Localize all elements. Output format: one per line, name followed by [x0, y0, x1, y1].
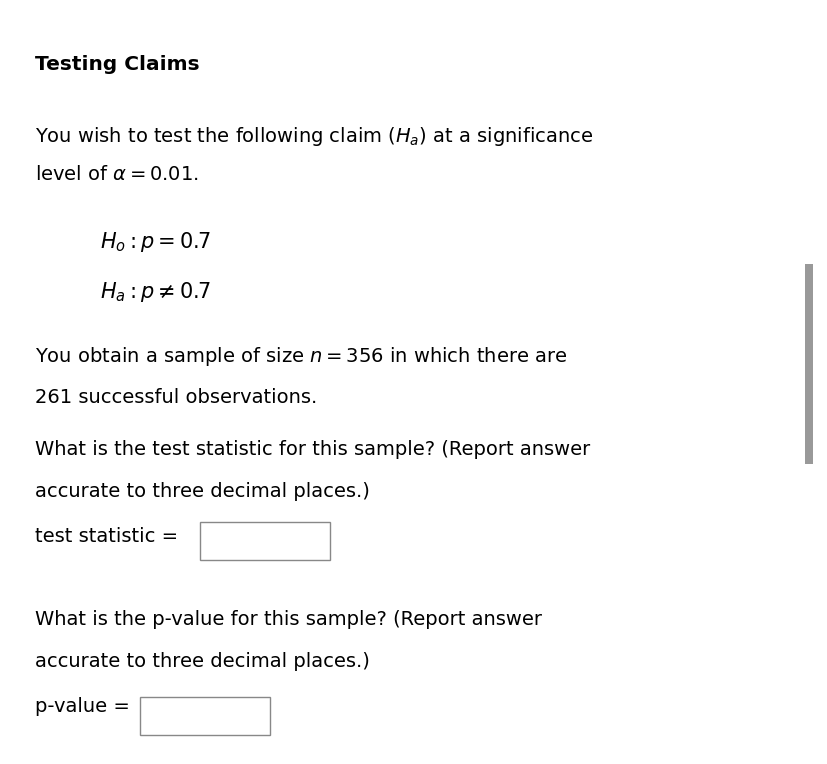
Text: $H_o : p = 0.7$: $H_o : p = 0.7$ [100, 230, 211, 254]
Text: accurate to three decimal places.): accurate to three decimal places.) [35, 482, 370, 501]
Text: Testing Claims: Testing Claims [35, 55, 199, 74]
Text: You wish to test the following claim $(H_a)$ at a significance: You wish to test the following claim $(H… [35, 125, 593, 148]
Text: level of $\alpha = 0.01$.: level of $\alpha = 0.01$. [35, 165, 198, 184]
Text: $H_a : p \neq 0.7$: $H_a : p \neq 0.7$ [100, 280, 211, 304]
FancyBboxPatch shape [140, 697, 270, 735]
FancyBboxPatch shape [200, 522, 330, 560]
Text: What is the p-value for this sample? (Report answer: What is the p-value for this sample? (Re… [35, 610, 542, 629]
Text: p-value =: p-value = [35, 697, 130, 716]
Text: accurate to three decimal places.): accurate to three decimal places.) [35, 652, 370, 671]
Text: test statistic =: test statistic = [35, 527, 178, 546]
FancyBboxPatch shape [804, 264, 812, 464]
Text: What is the test statistic for this sample? (Report answer: What is the test statistic for this samp… [35, 440, 590, 459]
Text: You obtain a sample of size $n = 356$ in which there are: You obtain a sample of size $n = 356$ in… [35, 345, 566, 368]
Text: 261 successful observations.: 261 successful observations. [35, 388, 317, 407]
